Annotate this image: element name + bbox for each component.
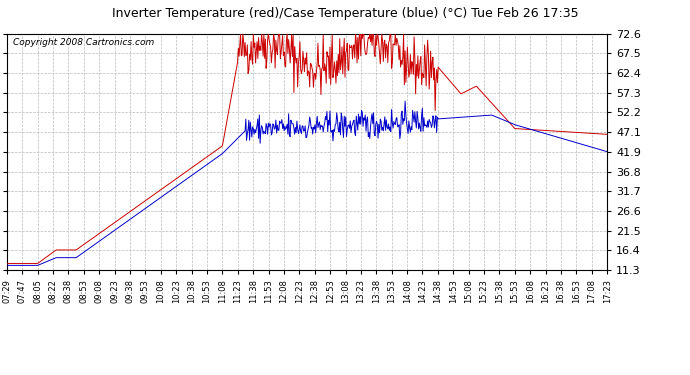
Text: Copyright 2008 Cartronics.com: Copyright 2008 Cartronics.com (13, 39, 154, 48)
Text: Inverter Temperature (red)/Case Temperature (blue) (°C) Tue Feb 26 17:35: Inverter Temperature (red)/Case Temperat… (112, 8, 578, 21)
